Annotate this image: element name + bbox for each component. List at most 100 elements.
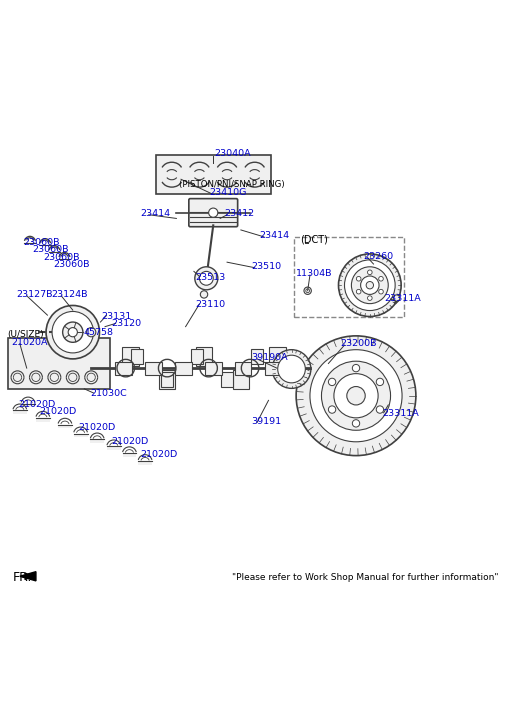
Text: 21020D: 21020D bbox=[140, 450, 178, 459]
Bar bbox=[123, 454, 136, 457]
Text: 21020D: 21020D bbox=[39, 407, 76, 416]
Circle shape bbox=[351, 267, 388, 304]
Bar bbox=[138, 461, 152, 465]
Text: 23124B: 23124B bbox=[51, 290, 88, 300]
Text: 23414: 23414 bbox=[259, 231, 289, 240]
Circle shape bbox=[87, 328, 96, 337]
Text: 23410G: 23410G bbox=[209, 188, 247, 197]
Circle shape bbox=[199, 271, 213, 285]
Circle shape bbox=[356, 289, 361, 294]
Circle shape bbox=[361, 276, 379, 294]
Text: 23311A: 23311A bbox=[382, 409, 419, 418]
Text: 21020D: 21020D bbox=[18, 400, 56, 409]
Bar bbox=[221, 371, 233, 387]
Text: FR.: FR. bbox=[13, 571, 32, 584]
Polygon shape bbox=[20, 571, 36, 581]
Bar bbox=[232, 371, 249, 389]
Text: 21020D: 21020D bbox=[111, 438, 148, 446]
Bar bbox=[175, 361, 191, 374]
Text: 23040A: 23040A bbox=[215, 148, 251, 158]
Circle shape bbox=[52, 311, 94, 353]
Circle shape bbox=[321, 361, 390, 430]
Text: 23060B: 23060B bbox=[53, 260, 89, 269]
Bar bbox=[13, 411, 27, 414]
Circle shape bbox=[304, 287, 311, 294]
Circle shape bbox=[368, 296, 372, 300]
Bar bbox=[159, 371, 176, 389]
Circle shape bbox=[356, 276, 361, 281]
Bar bbox=[21, 403, 35, 407]
Text: 23120: 23120 bbox=[111, 319, 141, 328]
Bar bbox=[36, 418, 50, 422]
Text: 23060B: 23060B bbox=[43, 252, 79, 262]
Circle shape bbox=[200, 291, 208, 298]
Bar bbox=[191, 349, 203, 364]
Circle shape bbox=[328, 406, 336, 413]
Circle shape bbox=[376, 378, 383, 385]
Circle shape bbox=[393, 295, 400, 301]
Text: 23060B: 23060B bbox=[24, 238, 60, 247]
Text: (U/SIZE): (U/SIZE) bbox=[7, 331, 44, 340]
Circle shape bbox=[352, 364, 360, 371]
Text: 23311A: 23311A bbox=[385, 294, 421, 302]
Circle shape bbox=[46, 305, 99, 359]
Circle shape bbox=[379, 289, 383, 294]
Text: 23127B: 23127B bbox=[16, 290, 53, 300]
Circle shape bbox=[209, 208, 218, 217]
Circle shape bbox=[368, 270, 372, 275]
Circle shape bbox=[379, 276, 383, 281]
Circle shape bbox=[195, 267, 218, 290]
Circle shape bbox=[272, 350, 311, 388]
Text: 39191: 39191 bbox=[251, 417, 281, 425]
Text: 23513: 23513 bbox=[195, 273, 225, 282]
Bar bbox=[269, 348, 286, 366]
Bar bbox=[283, 361, 300, 374]
Circle shape bbox=[328, 378, 336, 385]
Text: 23412: 23412 bbox=[224, 209, 254, 218]
Bar bbox=[8, 338, 109, 389]
Text: 23200B: 23200B bbox=[340, 340, 377, 348]
Bar bbox=[156, 156, 271, 195]
Circle shape bbox=[347, 387, 365, 405]
Text: 23414: 23414 bbox=[140, 209, 170, 218]
Bar bbox=[74, 433, 87, 437]
Bar bbox=[145, 361, 161, 374]
Text: 23110: 23110 bbox=[196, 300, 226, 309]
Text: 23060B: 23060B bbox=[33, 245, 69, 254]
Text: 21020D: 21020D bbox=[79, 423, 116, 432]
Circle shape bbox=[366, 281, 373, 289]
Circle shape bbox=[376, 406, 383, 413]
Circle shape bbox=[345, 260, 395, 310]
FancyBboxPatch shape bbox=[189, 198, 238, 227]
Text: 21030C: 21030C bbox=[90, 390, 127, 398]
Bar bbox=[265, 361, 281, 374]
Bar bbox=[115, 361, 132, 374]
Text: 45758: 45758 bbox=[83, 328, 114, 337]
Bar bbox=[132, 349, 143, 364]
Bar bbox=[122, 348, 139, 366]
Circle shape bbox=[306, 289, 309, 292]
Bar bbox=[251, 349, 263, 364]
Circle shape bbox=[68, 328, 77, 337]
Bar bbox=[235, 361, 251, 374]
Text: 23260: 23260 bbox=[363, 252, 393, 261]
Circle shape bbox=[63, 322, 83, 342]
Circle shape bbox=[296, 336, 416, 456]
Circle shape bbox=[310, 350, 402, 442]
Text: 11304B: 11304B bbox=[296, 269, 332, 278]
Text: 21020A: 21020A bbox=[12, 338, 48, 347]
Bar bbox=[107, 446, 120, 450]
Bar bbox=[58, 425, 72, 428]
Circle shape bbox=[278, 356, 306, 383]
Bar bbox=[205, 361, 221, 374]
Circle shape bbox=[334, 374, 378, 418]
Text: (DCT): (DCT) bbox=[300, 234, 328, 244]
FancyBboxPatch shape bbox=[294, 237, 404, 318]
Bar bbox=[196, 348, 213, 366]
Text: "Please refer to Work Shop Manual for further information": "Please refer to Work Shop Manual for fu… bbox=[231, 573, 498, 582]
Text: 23510: 23510 bbox=[251, 262, 281, 271]
Bar bbox=[90, 440, 104, 443]
Circle shape bbox=[352, 419, 360, 427]
Text: (PISTON/PNI/SNAP RING): (PISTON/PNI/SNAP RING) bbox=[179, 180, 285, 189]
Bar bbox=[161, 371, 173, 387]
